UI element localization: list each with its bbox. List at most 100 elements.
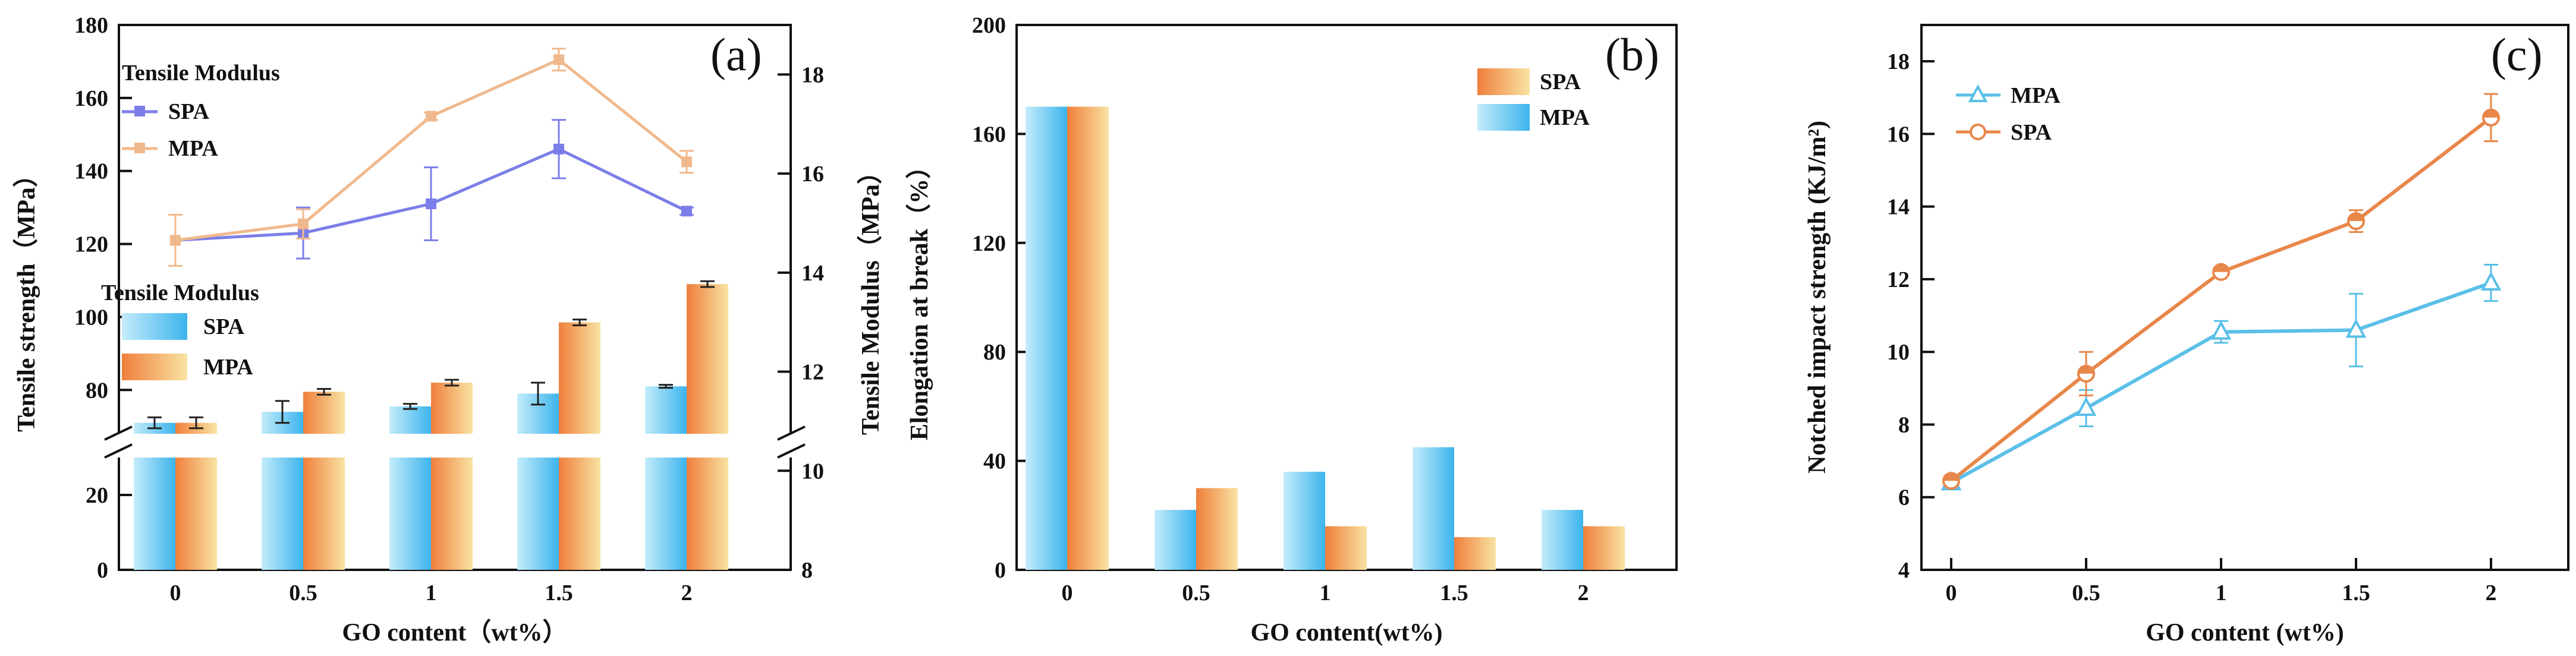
- panel-c-line-spa: [1950, 116, 2492, 482]
- panel-b-ytick-label: 160: [972, 122, 1006, 147]
- panel-a-bar-mpa: [559, 322, 600, 434]
- panel-b-bar-mpa: [1542, 510, 1583, 570]
- panel-b-bar-mpa: [1284, 471, 1325, 570]
- panel-a-break-mark: [104, 443, 133, 459]
- panel-a-point-spa: [426, 198, 436, 209]
- panel-a-legend-swatch-spa: [122, 313, 187, 340]
- panel-b-ytick-label: 200: [972, 13, 1006, 38]
- panel-a-ytick-right-label: 14: [801, 261, 824, 286]
- panel-a-xtick-label: 0.5: [289, 581, 317, 605]
- panel-c-legend-marker-spa: [1970, 124, 1986, 140]
- panel-a-ytick-right-label: 18: [801, 62, 824, 87]
- panel-c-xlabel: GO content (wt%): [2146, 619, 2344, 646]
- panel-c-point-mpa: [2210, 320, 2232, 340]
- panel-a-legend-swatch-mpa: [122, 354, 187, 380]
- panel-b-legend-swatch-spa: [1477, 68, 1530, 95]
- panel-a-bar-spa: [389, 406, 431, 434]
- panel-a-ytick-label: 100: [74, 305, 108, 330]
- panel-b-xtick-label: 0: [1062, 581, 1073, 605]
- panel-a-bar-spa-lower: [645, 458, 687, 570]
- panel-b-label: (b): [1605, 29, 1659, 80]
- panel-a-ytick-label: 120: [74, 232, 108, 257]
- panel-c-point-spa-half: [2078, 365, 2094, 374]
- panel-b-bar-spa: [1325, 526, 1367, 570]
- panel-a-legend-bar-mpa: MPA: [203, 355, 253, 380]
- panel-a-xtick-label: 0: [170, 581, 181, 605]
- panel-c-point-spa-half: [1943, 473, 1959, 481]
- panel-b-bar-spa: [1454, 537, 1496, 570]
- panel-a-point-mpa: [170, 235, 181, 246]
- panel-c-xtick-label: 0: [1946, 581, 1957, 605]
- panel-b-ytick-label: 0: [995, 558, 1006, 583]
- panel-a-break-mark: [777, 425, 806, 441]
- panel-c-point-mpa: [2480, 271, 2502, 291]
- panel-c: (c) GO content (wt%) Notched impact stre…: [1804, 24, 2569, 646]
- panel-a-ytick-label: 20: [86, 483, 108, 508]
- panel-b-xtick-label: 1: [1320, 581, 1331, 605]
- panel-b-xtick-label: 2: [1578, 581, 1589, 605]
- panel-c-ytick-label: 18: [1887, 49, 1910, 74]
- panel-b: (b) GO content(wt%) Elongation at break（…: [905, 13, 1678, 646]
- panel-a-point-mpa: [426, 111, 436, 122]
- panel-b-bar-mpa: [1155, 510, 1196, 570]
- panel-a-xtick-label: 2: [681, 581, 693, 605]
- panel-b-bar-mpa: [1026, 106, 1067, 570]
- panel-a-xlabel: GO content（wt%）: [342, 619, 567, 646]
- panel-c-point-spa-half: [2213, 264, 2229, 272]
- panel-a-bar-mpa: [303, 392, 345, 434]
- panel-a-bar-spa-lower: [517, 458, 559, 570]
- panel-b-ytick-label: 80: [983, 340, 1006, 365]
- panel-c-xtick-label: 1.5: [2342, 581, 2370, 605]
- panel-a-bar-mpa-lower: [175, 458, 217, 570]
- panel-c-legend: MPA SPA: [1956, 83, 2061, 145]
- panel-a-ytick-right-label: 16: [801, 162, 824, 187]
- panel-c-ytick-label: 8: [1898, 412, 1910, 437]
- panel-c-ytick-label: 10: [1887, 340, 1910, 365]
- panel-a-point-mpa: [681, 156, 692, 168]
- panel-a-legend-label-spa: SPA: [168, 99, 210, 124]
- panel-c-ytick-label: 6: [1898, 485, 1910, 510]
- panel-a-bar-mpa-lower: [431, 458, 473, 570]
- panel-c-legend-marker-mpa: [1968, 84, 1988, 102]
- panel-b-legend-label-spa: SPA: [1540, 70, 1581, 94]
- panel-c-xtick-label: 1: [2216, 581, 2227, 605]
- panel-c-marks: 4 6 8 10 12 14 16 18 0 0.5 1 1.5 2: [1887, 49, 2502, 605]
- panel-a-break-mark: [104, 425, 133, 441]
- panel-a-ytick-right-label: 10: [801, 459, 824, 484]
- panel-a-point-mpa: [298, 218, 309, 229]
- panel-a-bar-mpa-lower: [687, 458, 728, 570]
- panel-a-ytick-right-label: 12: [801, 360, 824, 385]
- panel-c-point-spa-half: [2483, 109, 2499, 118]
- panel-a-ytick-label: 180: [74, 13, 108, 38]
- panel-a-legend-marker-spa: [134, 106, 145, 116]
- panel-a-line-legend-title: Tensile Modulus: [122, 61, 280, 86]
- panel-a-bar-mpa-lower: [303, 458, 345, 570]
- panel-a-point-mpa: [553, 54, 564, 65]
- panel-b-ytick-label: 120: [972, 231, 1006, 256]
- panel-b-marks: 0 40 80 120 160 200 0 0.5 1 1.5 2: [972, 13, 1625, 605]
- panel-c-xtick-label: 2: [2486, 581, 2497, 605]
- panel-b-ytick-label: 40: [983, 449, 1006, 474]
- panel-a-ytick-right-label: 8: [801, 558, 813, 583]
- panel-a-line-legend: Tensile Modulus SPA MPA: [122, 61, 280, 161]
- panel-a-bar-mpa: [431, 383, 473, 434]
- panel-c-legend-label-spa: SPA: [2011, 120, 2052, 145]
- panel-c-ylabel: Notched impact strength (KJ/m²): [1804, 121, 1831, 474]
- panel-c-ytick-label: 12: [1887, 267, 1910, 292]
- panel-a-ylabel-right: Tensile Modulus（MPa）: [857, 159, 885, 435]
- panel-c-line-mpa: [1950, 281, 2492, 484]
- panel-b-bar-spa: [1196, 488, 1238, 570]
- panel-a-ytick-label: 140: [74, 159, 108, 184]
- panel-a-bar-spa-lower: [134, 458, 175, 570]
- panel-c-point-mpa: [2075, 396, 2097, 416]
- panel-b-legend-swatch-mpa: [1477, 104, 1530, 131]
- panel-c-ytick-label: 4: [1898, 558, 1910, 583]
- panel-b-bar-spa: [1067, 106, 1109, 570]
- panel-b-xtick-label: 0.5: [1182, 581, 1210, 605]
- panel-a-point-spa: [681, 206, 692, 217]
- panel-a-bar-spa: [645, 386, 687, 434]
- panel-a-point-spa: [553, 143, 564, 154]
- panel-b-xtick-label: 1.5: [1440, 581, 1468, 605]
